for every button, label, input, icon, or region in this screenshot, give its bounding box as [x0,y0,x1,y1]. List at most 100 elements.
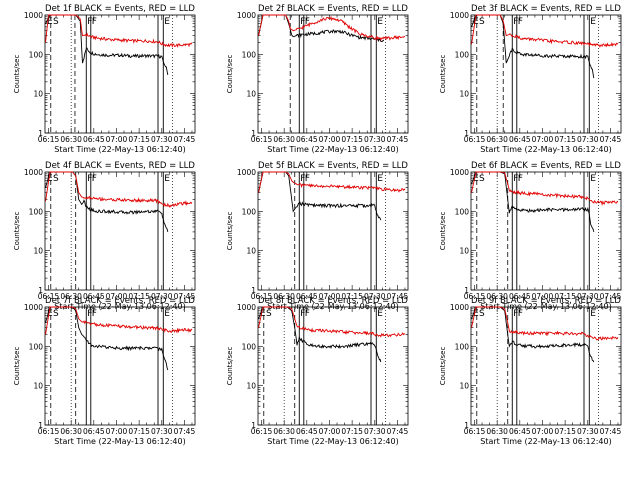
region-label: E [377,17,383,27]
region-label: F [513,17,518,27]
region-label: F [305,17,310,27]
lld-series-line [258,306,406,338]
x-tick-label: 07:15 [341,427,363,436]
y-axis-label: Counts/sec [439,55,447,94]
y-tick-label: 1 [251,421,256,430]
x-tick-label: 06:30 [273,292,295,301]
x-tick-label: 06:30 [486,427,508,436]
region-label: S [479,17,485,27]
x-tick-label: 06:30 [486,292,508,301]
region-label: E [164,17,170,27]
chart-panel-1: Det 1f BLACK = Events, RED = LLD 1 10 100 10… [13,4,195,154]
y-tick-label: 1 [38,129,43,138]
chart-panel-2: Det 2f BLACK = Events, RED = LLD 1 10 100 10… [226,4,408,154]
x-tick-label: 07:30 [577,427,599,436]
y-tick-label: 1000 [450,11,469,20]
y-tick-label: 1000 [450,168,469,177]
region-label: F [305,309,310,319]
x-tick-label: 06:30 [60,292,82,301]
events-series-line [258,14,385,43]
y-axis-label: Counts/sec [226,55,234,94]
x-tick-label: 06:30 [60,135,82,144]
y-axis-label: Counts/sec [13,212,21,251]
x-axis-label: Start Time (22-May-13 06:12:40) [267,302,398,311]
region-label: S [266,309,272,319]
region-label: E [47,17,53,27]
plot-frame [257,306,409,426]
chart-title: Det 9f BLACK = Events, RED = LLD [471,296,621,306]
x-tick-label: 06:15 [38,427,60,436]
x-tick-label: 07:30 [151,427,173,436]
x-axis-label: Start Time (22-May-13 06:12:40) [54,145,185,154]
plot-frame [44,306,196,426]
region-label: E [590,174,596,184]
x-tick-label: 06:15 [38,135,60,144]
x-tick-label: 07:45 [387,135,409,144]
chart-title: Det 2f BLACK = Events, RED = LLD [258,4,408,14]
region-label: F [300,174,305,184]
y-tick-label: 10 [246,382,256,391]
x-tick-label: 06:15 [251,135,273,144]
region-label: F [92,174,97,184]
region-label: E [473,17,479,27]
lld-series-line [471,14,619,48]
lld-series-line [471,171,619,206]
x-tick-label: 07:45 [174,427,196,436]
plot-frame [44,171,196,291]
events-series-line [471,14,595,79]
x-tick-label: 07:15 [341,292,363,301]
chart-panel-8: Det 8f BLACK = Events, RED = LLD 1 10 100 10… [226,296,408,446]
region-label: S [53,17,59,27]
x-tick-label: 06:45 [296,135,318,144]
chart-title: Det 7f BLACK = Events, RED = LLD [45,296,195,306]
y-tick-label: 1 [38,421,43,430]
events-series-line [45,306,169,371]
y-axis-label: Counts/sec [226,212,234,251]
region-label: F [305,174,310,184]
x-tick-label: 07:00 [319,135,341,144]
region-label: F [92,17,97,27]
x-tick-label: 07:00 [106,292,128,301]
y-tick-label: 1 [464,286,469,295]
x-tick-label: 06:15 [464,427,486,436]
y-tick-label: 100 [242,50,257,59]
x-tick-label: 07:45 [600,427,622,436]
region-label: S [479,309,485,319]
x-tick-label: 07:15 [128,292,150,301]
x-tick-label: 07:15 [341,135,363,144]
y-tick-label: 100 [29,207,44,216]
region-label: F [518,17,523,27]
events-series-line [45,14,169,75]
plot-frame [257,14,409,134]
events-series-line [471,306,595,363]
y-tick-label: 1 [38,286,43,295]
chart-title: Det 8f BLACK = Events, RED = LLD [258,296,408,306]
y-tick-label: 1000 [450,303,469,312]
x-tick-label: 06:45 [509,135,531,144]
region-label: E [473,309,479,319]
lld-series-line [258,14,406,42]
x-tick-label: 06:30 [60,427,82,436]
x-axis-label: Start Time (22-May-13 06:12:40) [54,437,185,446]
x-tick-label: 07:30 [364,292,386,301]
y-tick-label: 10 [459,90,469,99]
region-label: F [87,174,92,184]
x-tick-label: 06:45 [83,427,105,436]
x-tick-label: 06:15 [464,135,486,144]
plot-frame [470,171,622,291]
region-label: F [300,17,305,27]
region-label: F [92,309,97,319]
y-tick-label: 1000 [237,11,256,20]
region-label: F [518,174,523,184]
region-label: E [590,17,596,27]
y-tick-label: 100 [29,50,44,59]
x-tick-label: 07:00 [532,135,554,144]
y-tick-label: 1000 [24,11,43,20]
x-tick-label: 06:15 [38,292,60,301]
y-tick-label: 1000 [24,303,43,312]
y-axis-label: Counts/sec [13,347,21,386]
region-label: F [513,174,518,184]
plot-frame [470,306,622,426]
y-tick-label: 100 [29,342,44,351]
